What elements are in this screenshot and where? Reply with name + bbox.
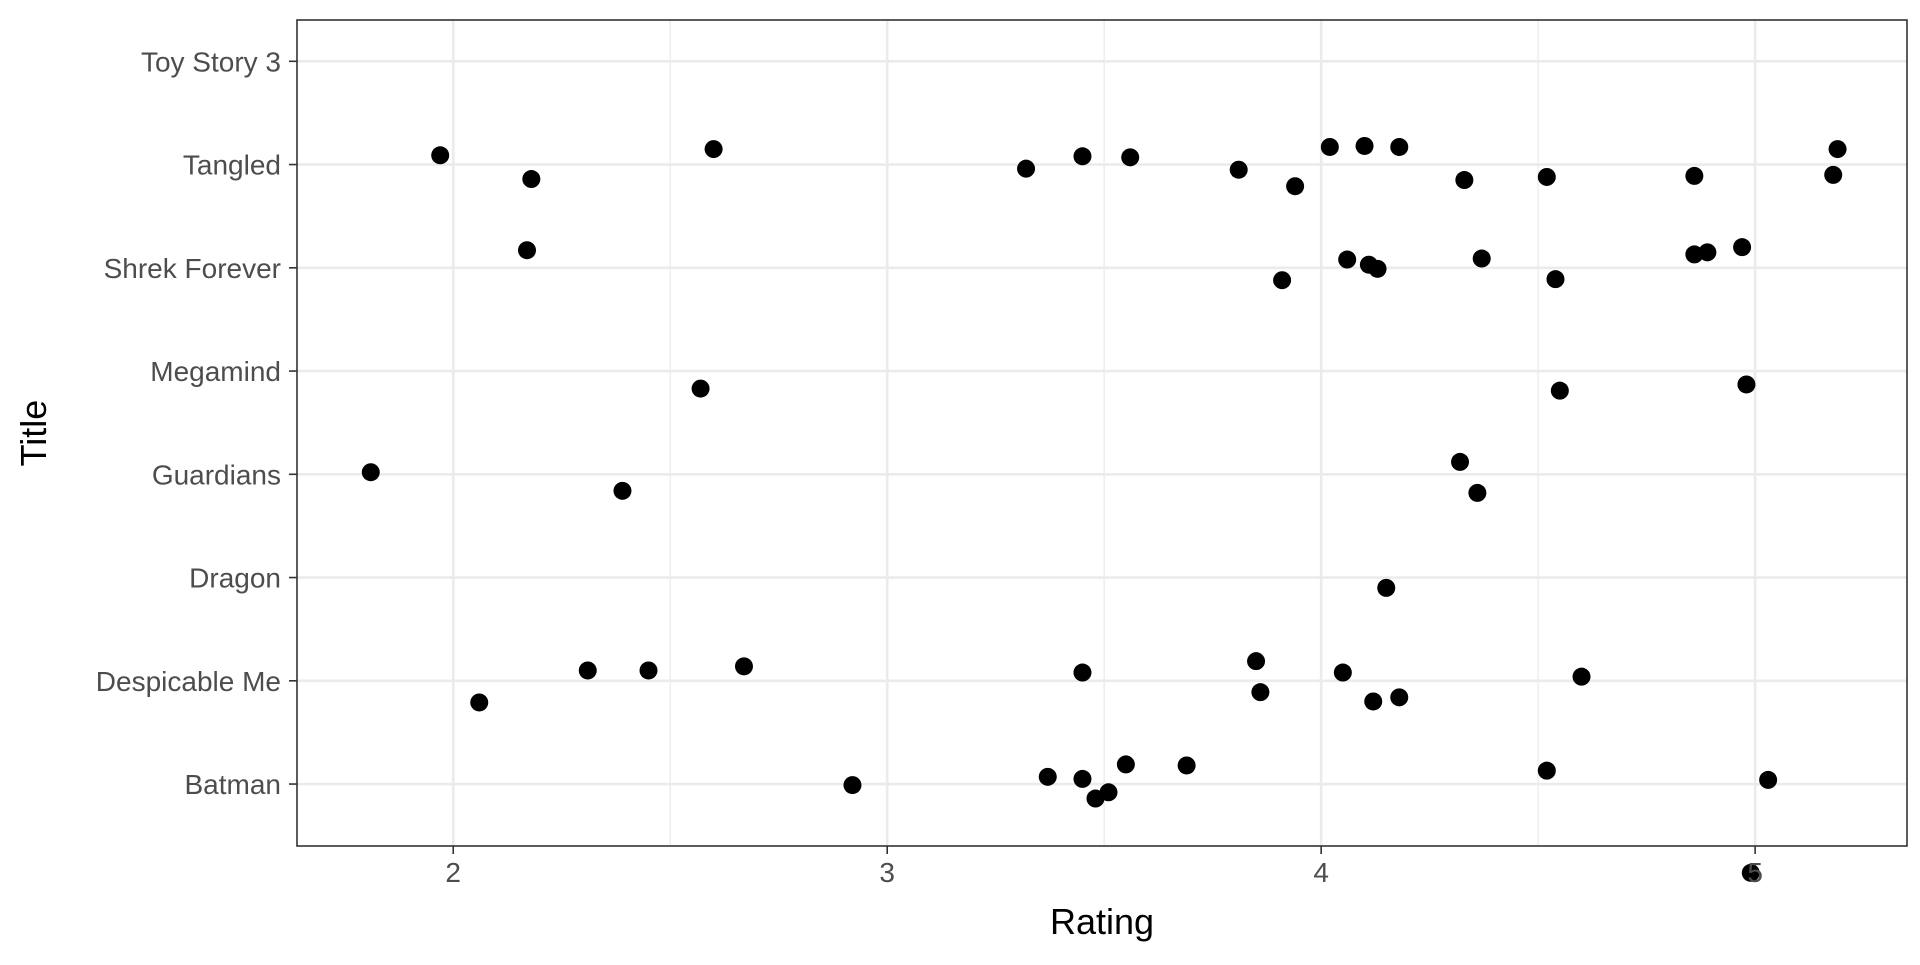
y-tick-label: Dragon bbox=[189, 563, 281, 594]
data-point bbox=[361, 463, 380, 482]
data-point bbox=[578, 661, 597, 680]
data-point bbox=[1073, 769, 1092, 788]
data-point bbox=[639, 661, 658, 680]
data-point bbox=[1116, 755, 1135, 774]
data-point bbox=[1537, 761, 1556, 780]
data-point bbox=[1177, 756, 1196, 775]
data-point bbox=[1273, 271, 1292, 290]
data-point bbox=[704, 140, 723, 159]
data-point bbox=[1685, 166, 1704, 185]
data-points bbox=[361, 136, 1847, 882]
data-point bbox=[1251, 683, 1270, 702]
data-point bbox=[1364, 692, 1383, 711]
data-point bbox=[1017, 159, 1036, 178]
y-tick-label: Toy Story 3 bbox=[141, 46, 281, 77]
data-point bbox=[1737, 375, 1756, 394]
y-tick-label: Shrek Forever bbox=[104, 253, 281, 284]
data-point bbox=[1546, 270, 1565, 289]
data-point bbox=[1338, 250, 1357, 269]
y-tick-label: Guardians bbox=[152, 459, 281, 490]
data-point bbox=[1698, 243, 1717, 262]
data-point bbox=[1550, 381, 1569, 400]
data-point bbox=[431, 146, 450, 165]
data-point bbox=[1759, 770, 1778, 789]
data-point bbox=[1247, 652, 1266, 671]
data-point bbox=[1455, 171, 1474, 190]
data-point bbox=[1390, 137, 1409, 156]
data-point bbox=[1741, 863, 1760, 882]
x-axis-title: Rating bbox=[1050, 901, 1154, 942]
data-point bbox=[1537, 167, 1556, 186]
data-point bbox=[1355, 136, 1374, 155]
x-tick-label: 3 bbox=[879, 857, 895, 888]
data-point bbox=[518, 241, 536, 260]
y-tick-label: Megamind bbox=[150, 356, 281, 387]
data-point bbox=[1368, 259, 1387, 278]
axes: 2 3 4 5 Batman Despicable Me Dragon Guardians Me… bbox=[96, 46, 1763, 888]
data-point bbox=[1099, 783, 1118, 802]
grid-lines bbox=[297, 20, 1907, 846]
data-point bbox=[1229, 160, 1248, 179]
data-point bbox=[1333, 663, 1352, 682]
data-point bbox=[1038, 767, 1057, 786]
data-point bbox=[1733, 238, 1752, 257]
data-point bbox=[1286, 177, 1305, 196]
data-point bbox=[1073, 663, 1092, 682]
data-point bbox=[1121, 148, 1140, 167]
data-point bbox=[843, 776, 862, 795]
data-point bbox=[1451, 452, 1470, 471]
data-point bbox=[1828, 140, 1847, 159]
x-tick-label: 2 bbox=[445, 857, 461, 888]
data-point bbox=[1824, 165, 1843, 184]
data-point bbox=[691, 379, 710, 398]
y-tick-label: Batman bbox=[185, 769, 282, 800]
data-point bbox=[1377, 578, 1396, 597]
x-tick-label: 5 bbox=[1747, 857, 1763, 888]
data-point bbox=[1468, 483, 1487, 502]
data-point bbox=[734, 657, 753, 676]
data-point bbox=[522, 170, 541, 189]
data-point bbox=[1390, 688, 1409, 707]
data-point bbox=[1572, 667, 1591, 686]
data-point bbox=[1472, 249, 1491, 268]
data-point bbox=[1073, 147, 1092, 166]
plot-panel-border bbox=[296, 19, 1908, 847]
data-point bbox=[613, 481, 632, 500]
y-axis-title: Title bbox=[13, 400, 54, 467]
data-point bbox=[470, 693, 489, 712]
data-point bbox=[1320, 137, 1339, 156]
y-tick-label: Tangled bbox=[183, 150, 281, 181]
y-tick-label: Despicable Me bbox=[96, 666, 281, 697]
x-tick-label: 4 bbox=[1313, 857, 1329, 888]
